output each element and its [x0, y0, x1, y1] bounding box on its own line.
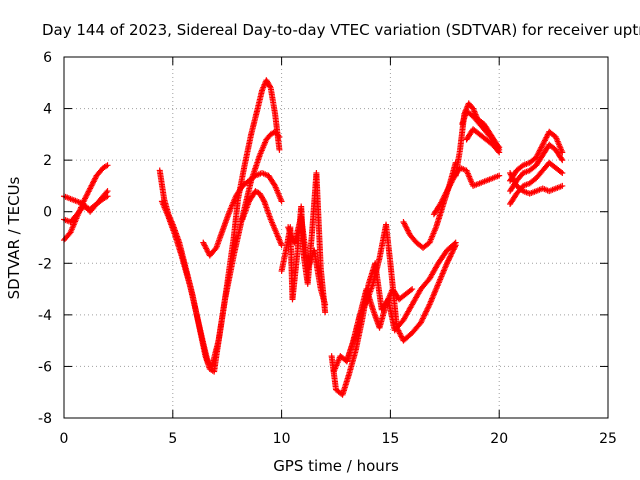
- x-tick-label: 20: [490, 431, 508, 447]
- y-tick-label: 4: [43, 102, 52, 118]
- data-point: [322, 309, 329, 316]
- data-point: [559, 170, 566, 177]
- data-point: [444, 258, 451, 265]
- data-point: [447, 253, 454, 260]
- data-point: [275, 132, 282, 139]
- data-point: [409, 286, 416, 293]
- data-point: [496, 172, 503, 179]
- y-tick-label: -8: [38, 411, 52, 427]
- data-point: [278, 242, 285, 249]
- series-11: [343, 221, 459, 365]
- data-point: [425, 304, 432, 311]
- data-point: [451, 245, 458, 252]
- series-17: [507, 128, 566, 184]
- data-point: [495, 148, 502, 155]
- series-12: [400, 159, 459, 251]
- data-point: [559, 157, 566, 164]
- data-point: [419, 316, 426, 323]
- data-point: [423, 307, 430, 314]
- y-tick-label: -2: [38, 256, 52, 272]
- y-tick-label: 0: [43, 205, 52, 221]
- data-point: [452, 243, 459, 250]
- data-point: [421, 311, 428, 318]
- series-5: [200, 170, 285, 259]
- data-point: [103, 189, 110, 196]
- data-point: [445, 257, 452, 264]
- series-0: [61, 162, 111, 244]
- series-8: [285, 213, 329, 308]
- x-tick-label: 0: [60, 431, 69, 447]
- data-point: [446, 254, 453, 261]
- series-18: [507, 141, 566, 195]
- data-point: [558, 155, 565, 162]
- x-tick-label: 25: [599, 431, 617, 447]
- series-10: [330, 286, 416, 375]
- y-tick-label: -4: [38, 308, 52, 324]
- data-points: [61, 77, 566, 398]
- data-point: [447, 251, 454, 258]
- y-tick-label: 6: [43, 50, 52, 66]
- y-tick-label: -6: [38, 359, 52, 375]
- plot-frame: [63, 56, 609, 419]
- x-tick-label: 5: [168, 431, 177, 447]
- y-tick-label: 2: [43, 153, 52, 169]
- data-point: [422, 309, 429, 316]
- data-point: [407, 287, 414, 294]
- data-point: [423, 308, 430, 315]
- data-point: [424, 305, 431, 312]
- series-6: [239, 188, 285, 249]
- data-point: [417, 319, 424, 326]
- data-point: [425, 302, 432, 309]
- data-point: [276, 146, 283, 153]
- data-point: [266, 83, 273, 90]
- chart-title: Day 144 of 2023, Sidereal Day-to-day VTE…: [42, 21, 640, 39]
- x-axis-label: GPS time / hours: [273, 457, 399, 475]
- data-point: [557, 169, 564, 176]
- data-point: [260, 197, 267, 204]
- data-point: [452, 242, 459, 249]
- data-point: [450, 246, 457, 253]
- data-point: [449, 249, 456, 256]
- axis-ticks: 0 5 10 15 20 25 -8 -6 -4 -2 0 2 4 6: [38, 50, 617, 447]
- data-point: [104, 188, 111, 195]
- series-20: [507, 170, 566, 197]
- data-point: [104, 162, 111, 169]
- series-16: [463, 126, 503, 156]
- x-tick-label: 10: [273, 431, 291, 447]
- series-2: [61, 188, 111, 226]
- data-point: [322, 301, 329, 308]
- y-axis-label: SDTVAR / TECUs: [5, 176, 23, 299]
- data-point: [418, 318, 425, 325]
- data-point: [448, 250, 455, 257]
- data-point: [496, 149, 503, 156]
- x-tick-label: 15: [381, 431, 399, 447]
- data-point: [450, 247, 457, 254]
- data-point: [443, 260, 450, 267]
- data-point: [445, 256, 452, 263]
- data-point: [419, 315, 426, 322]
- data-point: [276, 133, 283, 140]
- data-point: [278, 198, 285, 205]
- data-point: [421, 312, 428, 319]
- data-point: [420, 314, 427, 321]
- data-point: [559, 182, 566, 189]
